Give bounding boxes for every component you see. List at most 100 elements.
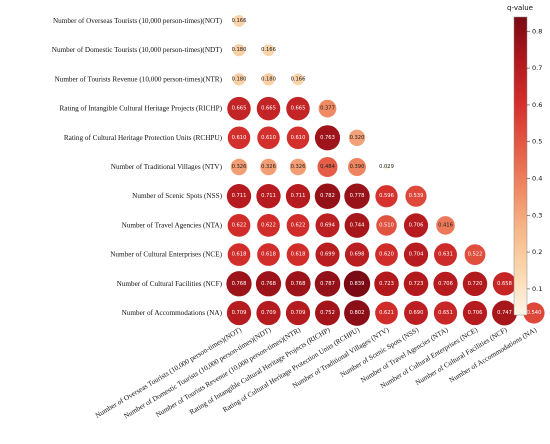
row-label: Number of Scenic Spots (NSS) [132,192,222,200]
q-value-label: 0.699 [320,252,335,258]
q-value-label: 0.610 [232,135,247,141]
q-value-circle [405,185,427,207]
q-value-label: 0.706 [468,310,483,316]
q-value-circle [348,158,366,176]
q-value-label: 0.377 [320,106,335,112]
q-value-label: 0.618 [261,252,276,258]
q-value-circle [436,216,455,235]
q-value-label: 0.326 [261,164,276,170]
q-value-circle [262,73,275,86]
colorbar: q-value 0.1 0.2 0.3 0.4 0.5 0.6 0.7 0.8 [507,4,542,316]
q-value-circle [315,213,340,238]
q-value-circle [404,301,428,325]
q-value-label: 0.610 [291,135,306,141]
q-value-circle [434,243,457,267]
q-value-label: 0.622 [232,222,247,228]
q-value-circle [230,158,248,176]
q-value-label: 0.782 [320,193,335,199]
q-value-label: 0.711 [261,193,276,199]
q-value-circle [285,271,311,297]
colorbar-tick-label: 0.5 [532,138,542,146]
q-value-circle [344,183,370,209]
q-value-circle [262,44,275,57]
q-value-label: 0.768 [291,281,306,287]
q-value-circle [433,301,458,325]
colorbar-tick-label: 0.3 [532,211,542,219]
q-value-label: 0.618 [232,252,247,258]
q-value-circle [462,271,488,297]
q-value-circle [317,156,338,178]
q-value-label: 0.540 [527,310,542,316]
q-value-circle [256,184,281,209]
q-value-label: 0.166 [291,76,306,82]
q-value-circle [227,126,251,150]
q-value-label: 0.620 [379,252,394,258]
column-labels: Number of Overseas Tourists (10,000 pers… [94,326,539,421]
q-value-circle [227,243,251,266]
q-value-label: 0.326 [232,164,247,170]
cells: 0.166 0.180 0.166 0.180 0.180 0.166 0.665 0.665… [226,15,545,326]
q-value-label: 0.665 [232,106,247,112]
row-label: Number of Overseas Tourists (10,000 pers… [53,17,223,25]
row-label: Number of Domestic Tourists (10,000 pers… [52,46,223,54]
q-value-label: 0.510 [379,222,394,228]
q-value-label: 0.698 [350,252,365,258]
q-value-circle [375,185,398,208]
q-value-circle [232,44,246,57]
q-value-circle [462,300,488,326]
q-value-label: 0.484 [320,164,336,170]
q-value-circle [286,126,310,150]
q-value-label: 0.390 [350,164,365,170]
q-value-label: 0.610 [261,135,276,141]
q-value-label: 0.166 [261,47,276,53]
q-value-circle [289,158,307,176]
q-value-circle [256,96,281,121]
q-value-label: 0.596 [379,193,394,199]
q-value-circle [383,163,390,171]
q-value-label: 0.618 [291,252,306,258]
q-value-circle [403,242,429,267]
q-value-circle [226,300,252,326]
row-label: Rating of Intangible Cultural Heritage P… [60,105,223,113]
row-labels: Number of Overseas Tourists (10,000 pers… [52,17,223,317]
q-value-label: 0.694 [320,222,336,228]
q-value-label: 0.180 [232,47,247,53]
row-label: Rating of Cultural Heritage Protection U… [64,134,223,142]
q-value-circle [285,300,311,326]
q-value-circle [314,125,341,151]
q-value-label: 0.768 [261,281,276,287]
q-value-circle [257,243,280,266]
q-value-circle [492,272,517,296]
q-value-label: 0.709 [261,310,276,316]
q-value-circle [315,300,340,326]
q-value-label: 0.658 [497,281,512,287]
q-value-label: 0.778 [350,193,365,199]
q-value-circle [403,271,429,297]
colorbar-tick-label: 0.1 [532,285,542,293]
q-value-label: 0.744 [350,222,366,228]
q-value-circle [257,214,280,237]
q-value-label: 0.706 [409,222,424,228]
q-value-circle [344,300,370,326]
colorbar-tick-label: 0.4 [532,175,542,183]
q-value-circle [286,96,310,121]
q-value-circle [374,271,399,297]
q-value-label: 0.522 [468,252,483,258]
q-value-circle [433,271,458,296]
q-value-label: 0.665 [291,106,306,112]
q-value-label: 0.802 [350,310,365,316]
q-value-label: 0.180 [261,76,276,82]
colorbar-tick-label: 0.8 [532,27,542,35]
q-value-circle [376,215,397,236]
q-value-circle [464,244,486,266]
colorbar-tick-label: 0.2 [532,248,542,256]
q-value-circle [227,96,251,121]
q-value-circle [344,242,370,267]
q-value-label: 0.180 [232,76,247,82]
q-value-label: 0.029 [379,164,394,170]
q-value-circle [292,73,304,86]
q-value-circle [403,213,429,238]
row-label: Number of Cultural Facilities (NCF) [117,280,223,288]
q-value-label: 0.621 [379,310,394,316]
